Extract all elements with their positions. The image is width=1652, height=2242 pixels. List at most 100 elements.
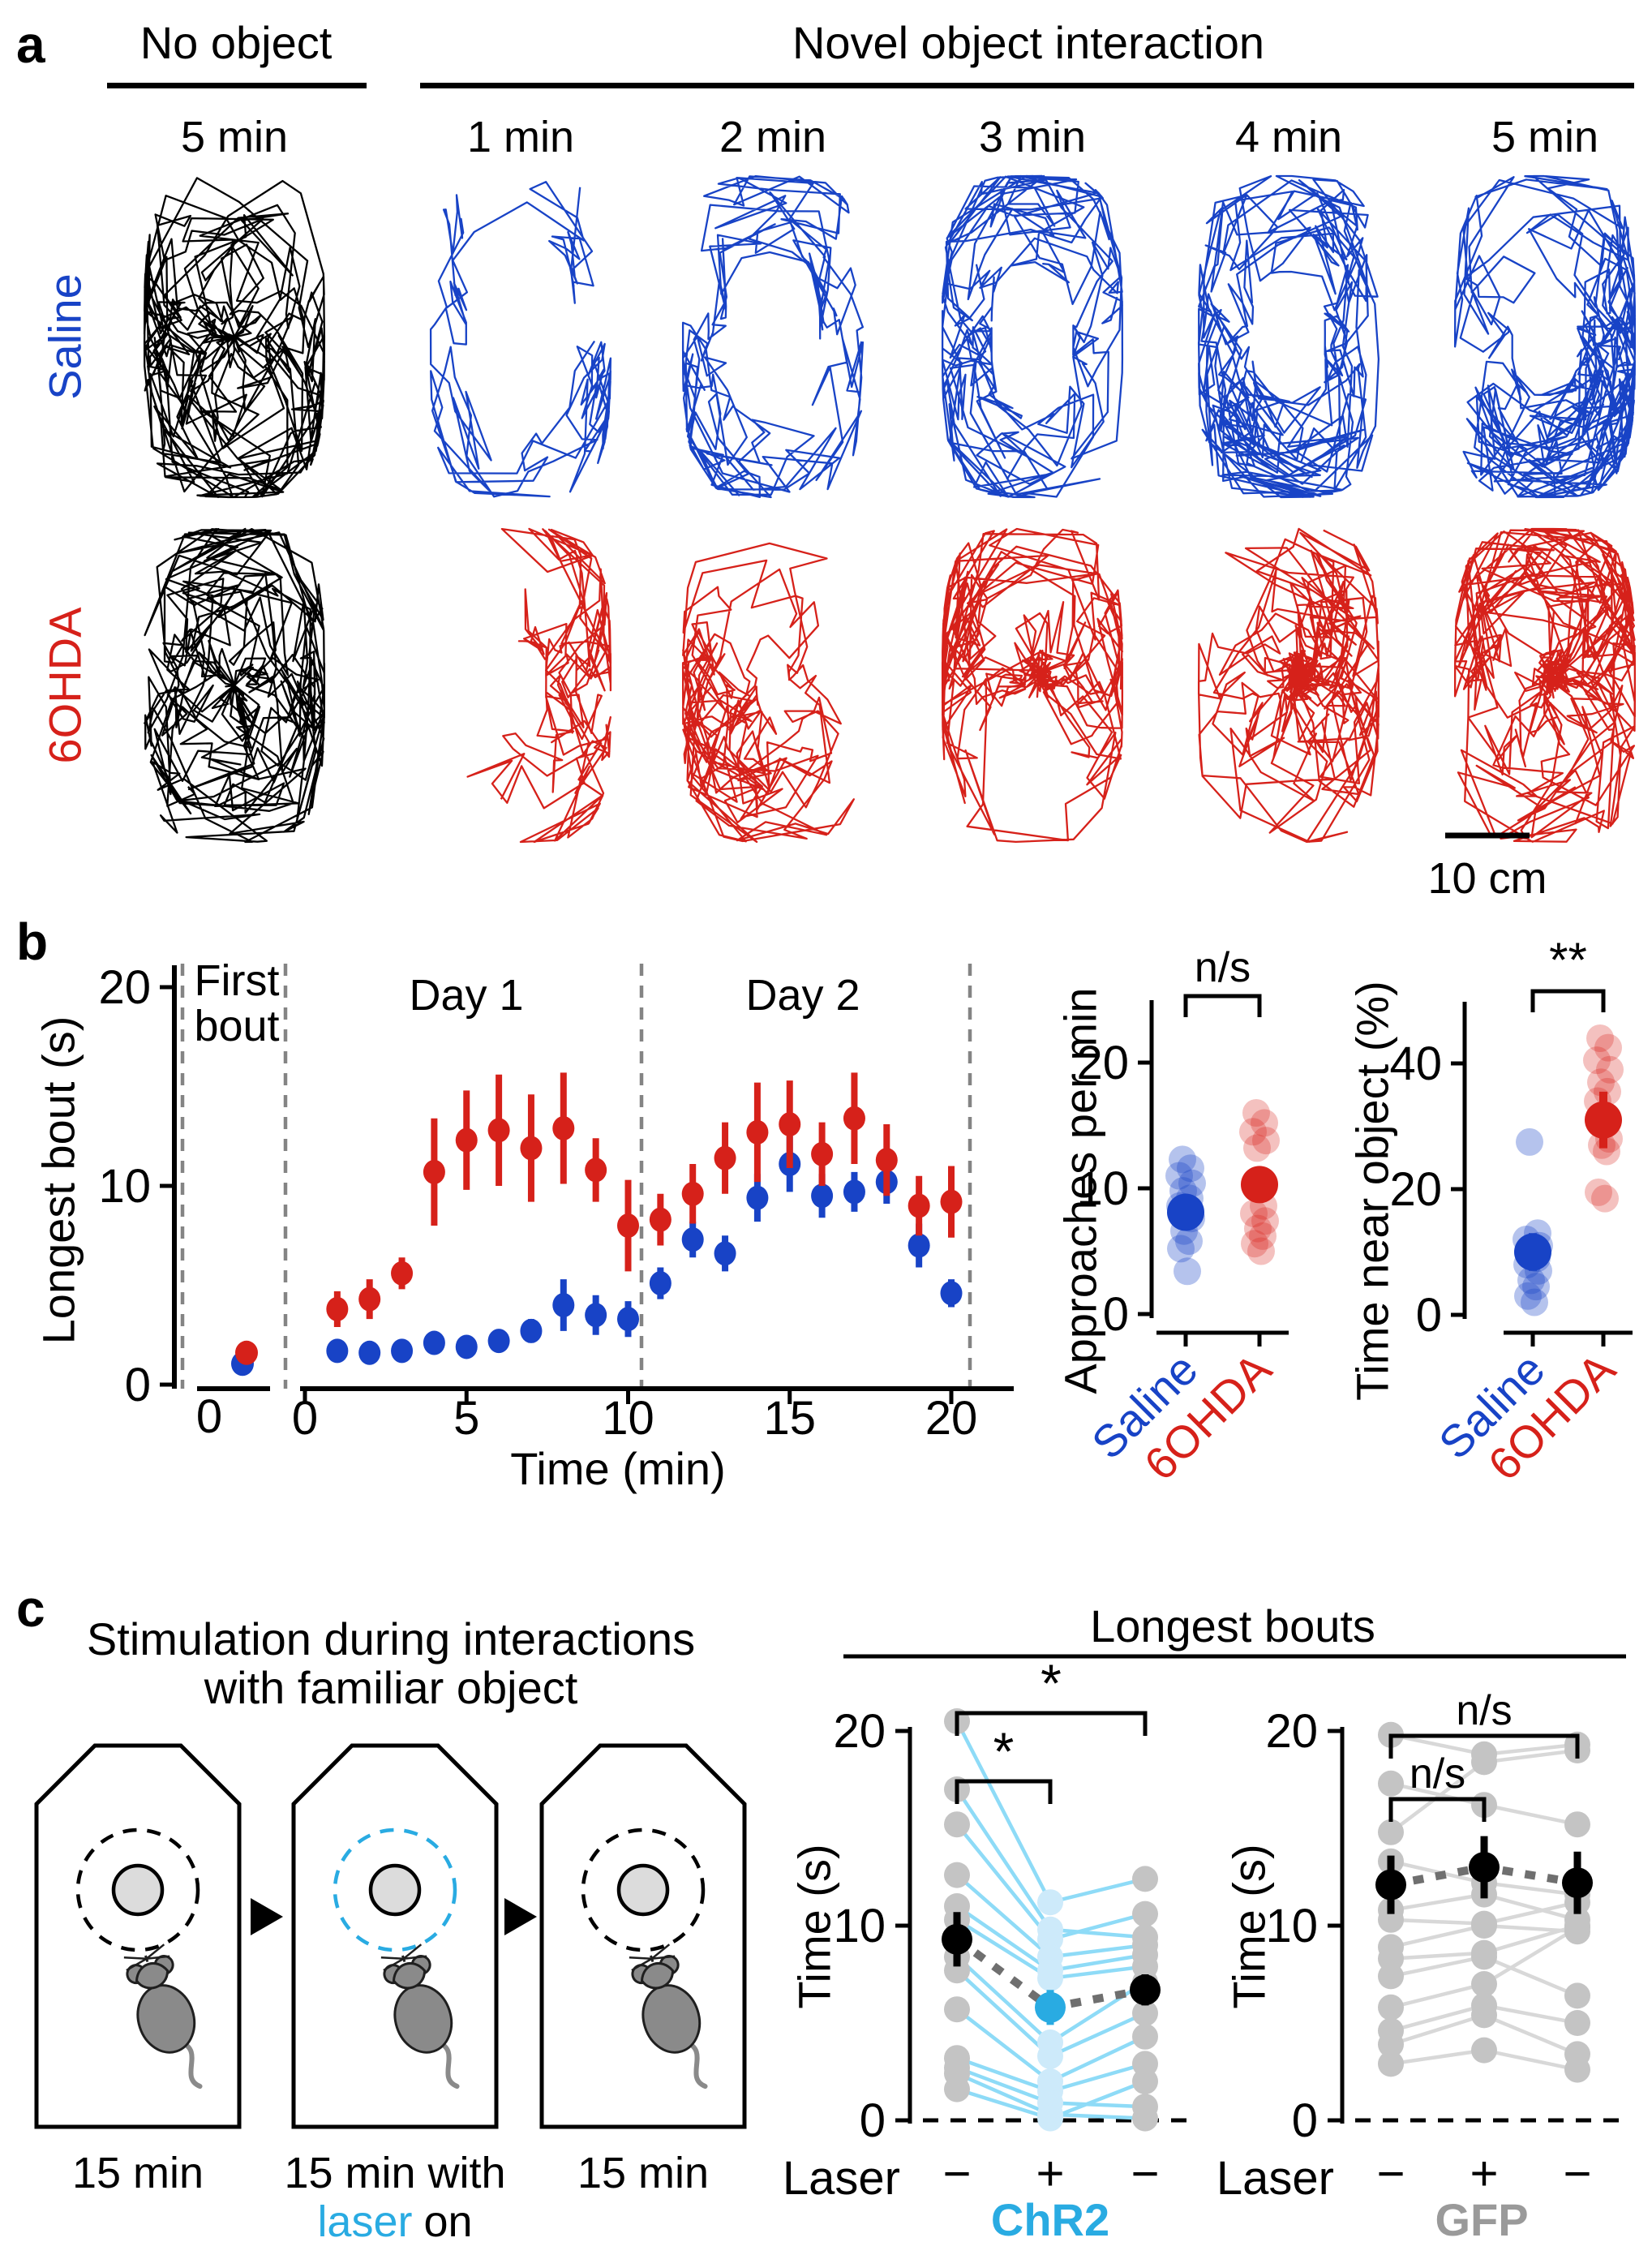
svg-text:0: 0 [125,1359,151,1411]
svg-text:n/s: n/s [1456,1687,1512,1734]
panel-b-label: b [16,913,49,971]
svg-text:15: 15 [763,1392,816,1445]
svg-text:*: * [1041,1653,1062,1713]
header-no-object: No object [139,17,333,68]
panel-c-label: c [16,1579,45,1638]
trace-saline-2min [681,174,865,499]
chr2-ylabel: Time (s) [788,1844,840,2009]
stimulation-schematic [34,1654,1626,2129]
panel-a-traces [143,174,1637,844]
trace-6ohda-4min [1197,527,1380,844]
svg-text:+: + [1470,2146,1498,2201]
object-icon [616,1863,670,1917]
svg-text:20: 20 [1265,1705,1318,1758]
mouse-icon [380,1943,460,2090]
interaction-zone-circle [75,1828,200,1952]
svg-text:10: 10 [1265,1900,1318,1952]
section-day2: Day 2 [745,971,860,1020]
svg-text:−: − [1563,2146,1591,2201]
c-title-line2: with familiar object [204,1662,578,1713]
svg-text:0: 0 [1103,1288,1129,1341]
header-underline-novel [420,83,1634,88]
svg-text:20: 20 [833,1705,886,1758]
trace-6ohda-2min [681,542,855,844]
panel-a-label: a [16,15,45,74]
svg-text:−: − [942,2146,971,2201]
column-label-2min: 2 min [719,113,827,161]
svg-text:20: 20 [98,961,151,1014]
trace-6ohda-noobject [144,527,326,844]
svg-text:**: ** [1549,933,1587,987]
svg-text:n/s: n/s [1195,944,1251,991]
gfp-laser-label: Laser [1216,2152,1334,2205]
svg-text:−: − [1376,2146,1405,2201]
scale-bar-label: 10 cm [1427,854,1547,903]
mouse-icon [123,1943,203,2090]
chr2-plot: 0 10 20 * * − + − [833,1653,1192,2201]
section-first: First [194,956,280,1005]
gfp-plot: 0 10 20 n/s n/s − + − [1265,1687,1624,2201]
svg-text:0: 0 [1416,1289,1442,1342]
svg-text:10: 10 [98,1160,151,1213]
trace-6ohda-1min [466,527,612,844]
laser-suffix: on [423,2197,473,2242]
chr2-laser-label: Laser [782,2152,900,2205]
row-label-6ohda: 6OHDA [39,607,91,764]
series-Saline [326,1136,963,1365]
row-label-saline: Saline [39,273,91,400]
object-icon [368,1863,422,1917]
timecourse-xlabel: Time (min) [510,1443,726,1494]
phase-label-1: 15 min [71,2149,204,2197]
column-label-3min: 3 min [978,113,1087,161]
trace-saline-1min [429,181,612,498]
arrow-icon-1 [251,1898,283,1935]
svg-text:0: 0 [860,2094,886,2147]
svg-text:10: 10 [602,1392,654,1445]
svg-text:20: 20 [925,1392,978,1445]
longest-bouts-header: Longest bouts [1090,1600,1375,1651]
chr2-animal-line-0 [955,1720,1146,1905]
trace-6ohda-3min [941,527,1124,844]
laser-zone-circle [333,1828,457,1952]
chr2-group-label: ChR2 [990,2194,1110,2242]
svg-text:0: 0 [292,1392,318,1445]
svg-text:10: 10 [1076,1162,1129,1215]
timenear-ylabel: Time near object (%) [1346,981,1398,1401]
column-label-1min: 1 min [466,113,575,161]
arena-3 [539,1743,747,2129]
approaches-ylabel: Approaches per min [1054,987,1106,1394]
trace-saline-noobject [143,177,326,499]
timecourse-ylabel: Longest bout (s) [32,1016,84,1345]
mouse-icon [629,1943,708,2090]
arena-2 [291,1743,499,2129]
series-6OHDA [326,1072,963,1327]
header-novel-object: Novel object interaction [792,17,1265,68]
svg-text:20: 20 [1389,1163,1442,1216]
svg-text:n/s: n/s [1410,1750,1465,1797]
svg-text:40: 40 [1389,1037,1442,1090]
svg-text:−: − [1131,2146,1159,2201]
header-underline-no-object [107,83,367,88]
laser-word: laser [317,2197,413,2242]
laser-on-line: laser on [317,2197,472,2242]
svg-text:0: 0 [1292,2094,1318,2147]
svg-text:*: * [993,1721,1015,1781]
column-label-5min: 5 min [1491,113,1599,161]
trace-saline-5min [1453,174,1637,499]
trace-6ohda-5min [1453,527,1637,844]
gfp-ylabel: Time (s) [1223,1844,1275,2009]
svg-text:10: 10 [833,1900,886,1952]
c-title-line1: Stimulation during interactions [86,1613,696,1664]
phase-label-2: 15 min with [284,2149,506,2197]
svg-text:0: 0 [196,1390,222,1443]
phase-label-3: 15 min [577,2149,710,2197]
section-day1: Day 1 [409,971,524,1020]
trace-saline-3min [941,174,1124,499]
svg-text:+: + [1036,2146,1064,2201]
column-label-4min: 4 min [1234,113,1343,161]
